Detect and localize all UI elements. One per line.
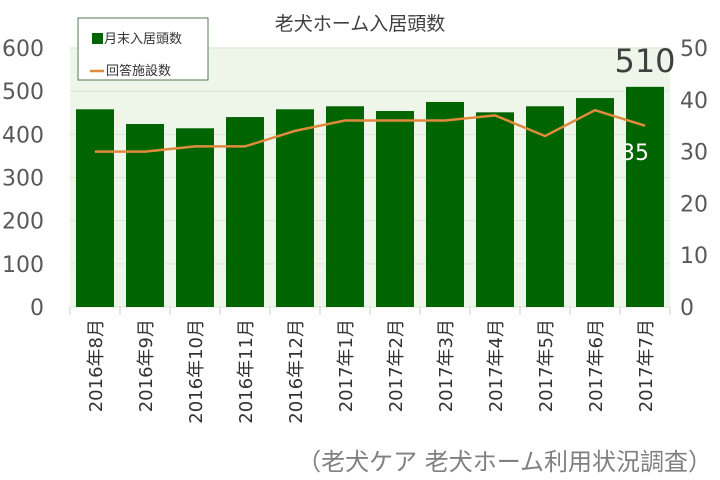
x-tick-label: 2016年10月 [186,319,207,424]
line-series [95,108,646,153]
source-note: （老犬ケア 老犬ホーム利用状況調査） [297,448,712,476]
line-point [594,109,596,111]
bar [476,112,514,308]
line-point [144,151,146,153]
x-tick-label: 2017年4月 [486,319,507,412]
line-point [644,125,646,127]
y-right-tick: 10 [680,244,708,269]
x-tick-label: 2016年9月 [136,319,157,412]
y-left-tick: 0 [30,296,44,321]
legend-line-label: 回答施設数 [106,63,171,79]
y-left-tick: 600 [2,37,44,62]
y-left-tick: 200 [2,210,44,235]
x-tick-label: 2017年2月 [386,319,407,412]
bar [126,123,164,308]
line-point [444,120,446,122]
x-tick-label: 2016年11月 [236,319,257,424]
bar-data-label: 510 [614,42,675,80]
x-tick-label: 2017年6月 [586,319,607,412]
legend [77,17,209,81]
x-tick-label: 2017年1月 [336,319,357,412]
bar [326,106,364,308]
line-data-label: 35 [621,141,649,166]
x-tick-label: 2016年8月 [86,319,107,412]
y-left-tick: 300 [2,167,44,192]
x-tick-label: 2017年7月 [636,319,657,412]
line-point [244,145,246,147]
legend-bar-label: 月末入居頭数 [104,32,182,47]
bar [76,109,114,308]
x-tick-label: 2017年3月 [436,319,457,412]
line-point [344,120,346,122]
bar [376,111,414,307]
line-point [94,151,96,153]
line-point [294,130,296,132]
y-left-tick: 400 [2,123,44,148]
bar [176,128,214,307]
bar [626,86,664,307]
y-right-tick: 0 [680,296,694,321]
line-point [194,145,196,147]
y-left-tick: 500 [2,80,44,105]
y-right-tick: 30 [680,141,708,166]
bar [526,106,564,308]
bar [576,98,614,307]
y-right-tick: 50 [680,37,708,62]
x-tick-label: 2017年5月 [536,319,557,412]
line-point [494,114,496,116]
chart-title: 老犬ホーム入居頭数 [275,13,445,35]
x-tick-label: 2016年12月 [286,319,307,424]
bar [226,117,264,307]
line-point [394,120,396,122]
y-right-tick: 40 [680,89,708,114]
legend-bar-swatch [92,33,103,44]
bar [276,109,314,308]
y-left-tick: 100 [2,253,44,278]
bar [426,101,464,307]
y-right-tick: 20 [680,192,708,217]
line-point [544,135,546,137]
